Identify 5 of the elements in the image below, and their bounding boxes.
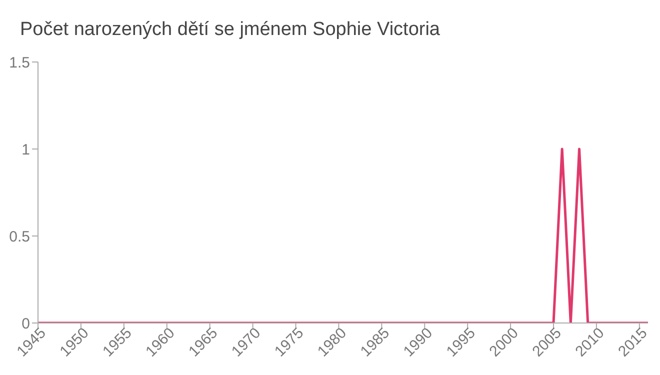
y-tick-label: 0.5 (9, 228, 30, 246)
y-tick-label: 1 (22, 141, 30, 158)
chart-title: Počet narozených dětí se jménem Sophie Victoria (20, 19, 440, 41)
y-tick-label: 0 (22, 315, 30, 332)
y-tick-label: 1.5 (9, 54, 30, 72)
